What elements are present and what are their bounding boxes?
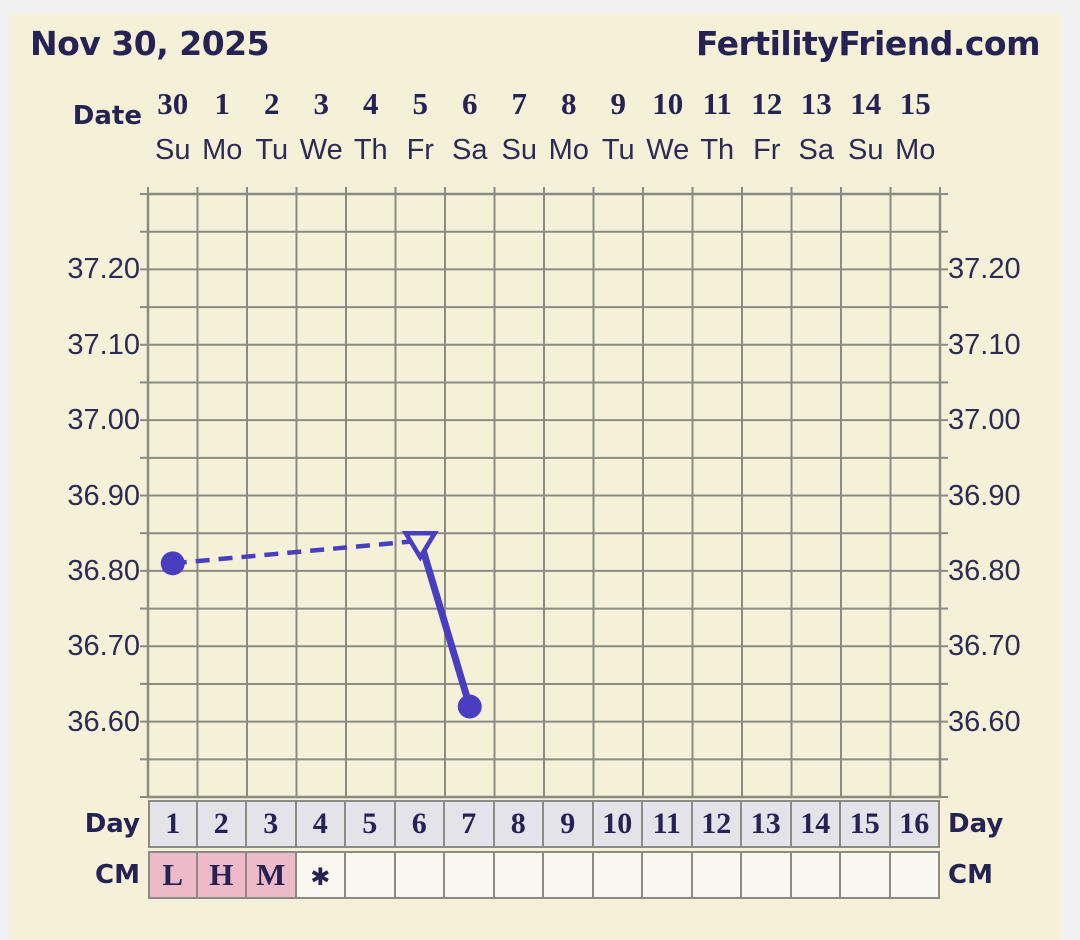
cm-cell-day-15[interactable] [841, 851, 891, 899]
temp-segment-dashed [172, 538, 421, 566]
cycle-day-cell-8[interactable]: 8 [494, 800, 544, 848]
temp-point-day7 [457, 694, 482, 719]
cycle-day-cell-11[interactable]: 11 [643, 800, 693, 848]
cycle-day-cell-16[interactable]: 16 [890, 800, 940, 848]
y-tick-37.00-left: 37.00 [67, 404, 140, 437]
date-col-13: 12 [751, 86, 783, 121]
cm-cell-day-2[interactable]: H [197, 851, 247, 899]
cm-cell-day-14[interactable] [791, 851, 841, 899]
date-col-7: 6 [462, 86, 478, 121]
cm-cell-day-7[interactable] [445, 851, 495, 899]
cm-cell-day-6[interactable] [395, 851, 445, 899]
weekday-col-8: Su [501, 134, 537, 166]
date-col-8: 7 [511, 86, 528, 121]
y-tick-36.70-left: 36.70 [67, 630, 140, 663]
weekday-col-4: We [299, 134, 343, 166]
y-tick-37.20-left: 37.20 [67, 253, 140, 286]
date-col-4: 3 [313, 86, 330, 121]
weekday-col-13: Fr [753, 134, 781, 166]
cycle-day-cell-6[interactable]: 6 [395, 800, 445, 848]
cm-axis-label-right: CM [948, 860, 993, 890]
weekday-col-7: Sa [452, 134, 488, 166]
cm-cell-day-12[interactable] [692, 851, 742, 899]
temp-point-open-triangle-day6 [401, 530, 439, 562]
frame-edge-left [0, 0, 10, 940]
weekday-col-6: Fr [406, 134, 434, 166]
cm-cell-day-9[interactable] [544, 851, 594, 899]
frame-edge-top [0, 0, 1080, 14]
cycle-day-cell-5[interactable]: 5 [346, 800, 396, 848]
y-tick-37.00-right: 37.00 [948, 404, 1021, 437]
cm-asterisk-icon: ✱ [310, 863, 331, 891]
date-col-16: 15 [899, 86, 931, 121]
cycle-day-cell-4[interactable]: 4 [296, 800, 346, 848]
grid-border [146, 192, 942, 799]
y-tick-36.70-right: 36.70 [948, 630, 1021, 663]
temp-segment-solid [416, 539, 474, 708]
cm-cell-day-11[interactable] [643, 851, 693, 899]
cycle-day-cell-10[interactable]: 10 [593, 800, 643, 848]
date-col-2: 1 [214, 86, 231, 121]
weekday-col-11: We [646, 134, 690, 166]
date-col-1: 30 [157, 86, 189, 121]
cm-cell-day-16[interactable] [890, 851, 940, 899]
weekday-col-1: Su [155, 134, 191, 166]
y-tick-37.10-right: 37.10 [948, 328, 1021, 361]
weekday-col-3: Tu [255, 134, 289, 166]
cm-cell-day-8[interactable] [494, 851, 544, 899]
date-col-11: 10 [652, 86, 684, 121]
weekday-col-5: Th [353, 134, 388, 166]
y-tick-37.20-right: 37.20 [948, 253, 1021, 286]
cm-cell-day-5[interactable] [346, 851, 396, 899]
weekday-col-15: Su [848, 134, 884, 166]
date-col-9: 8 [561, 86, 577, 121]
cycle-day-cell-9[interactable]: 9 [544, 800, 594, 848]
day-axis-label-left: Day [84, 809, 140, 839]
cm-cell-day-4[interactable]: ✱ [296, 851, 346, 899]
cm-cell-day-13[interactable] [742, 851, 792, 899]
y-tick-37.10-left: 37.10 [67, 328, 140, 361]
weekday-col-9: Mo [548, 134, 589, 166]
date-col-14: 13 [800, 86, 832, 121]
cm-cell-day-10[interactable] [593, 851, 643, 899]
y-tick-36.80-left: 36.80 [67, 554, 140, 587]
y-tick-36.90-right: 36.90 [948, 479, 1021, 512]
cycle-day-cell-12[interactable]: 12 [692, 800, 742, 848]
date-col-5: 4 [363, 86, 379, 121]
weekday-col-12: Th [700, 134, 735, 166]
y-tick-36.80-right: 36.80 [948, 554, 1021, 587]
site-logo-link[interactable]: FertilityFriend.com [695, 24, 1041, 63]
cycle-day-cell-2[interactable]: 2 [197, 800, 247, 848]
cycle-day-cell-14[interactable]: 14 [791, 800, 841, 848]
weekday-col-14: Sa [798, 134, 834, 166]
cm-cell-day-3[interactable]: M [247, 851, 297, 899]
cm-axis-label-left: CM [95, 860, 140, 890]
date-col-6: 5 [412, 86, 429, 121]
date-col-10: 9 [610, 86, 627, 121]
y-tick-36.60-left: 36.60 [67, 705, 140, 738]
cycle-day-cell-15[interactable]: 15 [841, 800, 891, 848]
date-col-12: 11 [702, 86, 732, 121]
y-tick-36.60-right: 36.60 [948, 705, 1021, 738]
chart-date-title: Nov 30, 2025 [30, 24, 270, 63]
cycle-day-cell-3[interactable]: 3 [247, 800, 297, 848]
frame-edge-right [1060, 0, 1080, 940]
temp-point-day1 [160, 551, 185, 576]
cycle-day-cell-1[interactable]: 1 [148, 800, 198, 848]
date-col-3: 2 [264, 86, 280, 121]
y-tick-36.90-left: 36.90 [67, 479, 140, 512]
cm-cell-day-1[interactable]: L [148, 851, 198, 899]
weekday-col-16: Mo [895, 134, 936, 166]
date-col-15: 14 [850, 86, 882, 121]
day-axis-label-right: Day [948, 809, 1004, 839]
weekday-col-10: Tu [601, 134, 635, 166]
cycle-day-cell-13[interactable]: 13 [742, 800, 792, 848]
date-axis-label: Date [72, 101, 142, 131]
weekday-col-2: Mo [202, 134, 243, 166]
cycle-day-cell-7[interactable]: 7 [445, 800, 495, 848]
